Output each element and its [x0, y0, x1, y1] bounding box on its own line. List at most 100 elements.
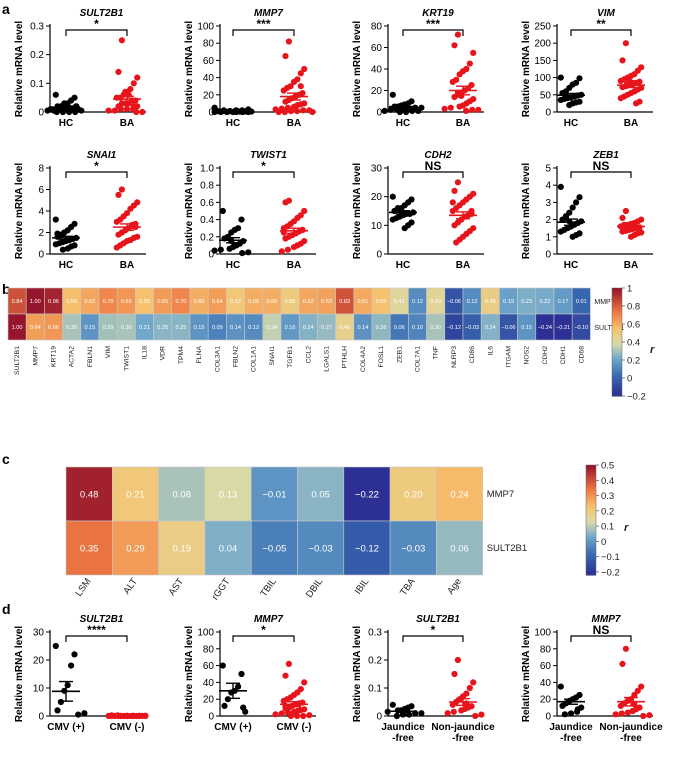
- data-point: [478, 711, 485, 718]
- x-category-label: HC: [564, 260, 578, 271]
- data-point: [211, 247, 218, 254]
- x-category-label: HC: [396, 260, 410, 271]
- heatmap-col-label: LSM: [73, 576, 93, 598]
- colorbar-segment: [612, 390, 622, 393]
- x-category-label: HC: [396, 118, 410, 129]
- data-point: [118, 37, 125, 44]
- heatmap-col-label: VDR: [160, 346, 167, 360]
- heatmap-cell-value: 0.55: [139, 299, 150, 305]
- colorbar-segment: [612, 315, 622, 318]
- significance-bracket: [232, 171, 295, 178]
- y-tick-label: 0: [38, 250, 44, 261]
- colorbar-segment: [586, 527, 596, 530]
- x-category-label: BA: [456, 260, 470, 271]
- heatmap-cell-value: 0.63: [321, 299, 332, 305]
- colorbar-segment: [612, 334, 622, 338]
- colorbar-segment: [586, 543, 596, 547]
- colorbar-segment: [586, 498, 596, 501]
- y-tick-label: 250: [534, 22, 551, 33]
- heatmap-cell-value: 0.55: [376, 299, 387, 305]
- colorbar-segment: [612, 358, 622, 361]
- colorbar-segment: [586, 503, 596, 506]
- data-point: [624, 709, 632, 716]
- colorbar-segment: [612, 302, 622, 305]
- colorbar-segment: [612, 295, 622, 298]
- x-category-label: BA: [624, 260, 638, 271]
- colorbar-segment: [612, 379, 622, 383]
- data-point: [306, 712, 313, 719]
- data-point: [622, 207, 630, 215]
- heatmap-col-label: ACTA2: [69, 346, 76, 368]
- colorbar-segment: [612, 338, 622, 341]
- y-tick-label: 40: [371, 65, 383, 76]
- heatmap-cell-value: 0.20: [404, 489, 423, 500]
- colorbar-segment: [586, 547, 596, 550]
- data-point: [105, 107, 112, 114]
- colorbar-segment: [586, 501, 596, 505]
- heatmap-col-label: COL4A2: [360, 346, 367, 372]
- colorbar-segment: [612, 383, 622, 386]
- heatmap-row-label: SULT2B1: [594, 325, 624, 332]
- heatmap-b: 0.84 1.00 0.96 0.56 0.62 0.70 0.66 0.55 0.65 0.70…: [7, 284, 655, 403]
- scatter-chart-a5: 0 2 4 6 8 Relative mRNA level SNAI1* HC BA: [14, 150, 146, 271]
- data-point: [290, 78, 298, 85]
- y-tick-label: 40: [540, 678, 552, 689]
- data-point: [59, 108, 66, 116]
- y-axis-label: Relative mRNA level: [14, 163, 25, 260]
- data-point: [394, 205, 401, 212]
- y-axis-label: Relative mRNA level: [521, 21, 532, 118]
- y-tick-label: 150: [534, 56, 551, 67]
- data-point: [245, 249, 252, 256]
- colorbar-segment: [612, 343, 622, 347]
- heatmap-col-label: CCL2: [305, 346, 312, 364]
- colorbar-segment: [612, 293, 622, 296]
- colorbar-segment: [612, 318, 622, 321]
- y-tick-label: 4: [545, 181, 551, 192]
- data-point: [127, 205, 134, 212]
- colorbar-segment: [586, 465, 596, 468]
- heatmap-cell-value: 0.09: [212, 325, 223, 331]
- data-point: [59, 246, 66, 253]
- data-point: [239, 250, 246, 257]
- colorbar-segment: [612, 374, 622, 377]
- x-category-label: HC: [564, 118, 578, 129]
- data-point: [449, 199, 456, 206]
- data-point: [618, 710, 625, 717]
- heatmap-cell-value: 0.14: [357, 325, 368, 331]
- heatmap-cell-value: 0.24: [450, 489, 469, 500]
- colorbar-segment: [586, 472, 596, 475]
- significance-bracket: [570, 635, 632, 642]
- colorbar-tick-label: 0.2: [601, 506, 614, 517]
- colorbar-segment: [612, 381, 622, 384]
- colorbar-segment: [586, 571, 596, 574]
- heatmap-cell-value: 0.19: [173, 543, 192, 554]
- x-category-label: Non-jaundice: [599, 722, 663, 733]
- heatmap-cell-value: 0.30: [121, 325, 132, 331]
- heatmap-cell-value: −0.03: [309, 543, 333, 554]
- x-category-label: CMV (-): [110, 722, 145, 733]
- data-point: [71, 651, 78, 658]
- y-tick-label: 50: [540, 90, 552, 101]
- data-point: [115, 68, 122, 75]
- y-tick-label: 2: [545, 215, 551, 226]
- data-point: [275, 108, 282, 116]
- colorbar-segment: [586, 565, 596, 569]
- data-point: [280, 87, 287, 94]
- heatmap-row-label: MMP7: [487, 489, 514, 500]
- data-point: [619, 214, 626, 221]
- data-point: [217, 246, 224, 253]
- heatmap-cell-value: 0.25: [157, 325, 168, 331]
- colorbar-segment: [612, 392, 622, 395]
- heatmap-cell: [204, 520, 252, 576]
- y-axis-label: Relative mRNA level: [352, 21, 363, 118]
- significance-label: NS: [593, 159, 610, 173]
- colorbar-segment: [612, 365, 622, 368]
- heatmap-col-label: PTHLH: [342, 346, 349, 368]
- x-category-label: -free: [452, 733, 474, 744]
- y-tick-label: 60: [540, 661, 552, 672]
- y-axis-label: Relative mRNA level: [14, 21, 25, 118]
- heatmap-col-label: ALT: [121, 576, 140, 596]
- data-point: [130, 80, 137, 87]
- data-point: [219, 207, 226, 215]
